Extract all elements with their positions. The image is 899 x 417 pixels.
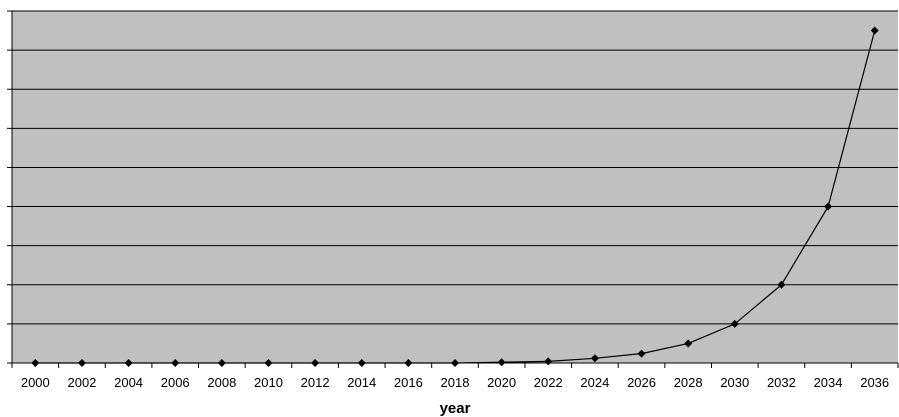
data-point-diamond [171,359,180,367]
data-point-diamond [404,359,413,367]
x-axis-tick-labels: 2000 2002 2004 2006 2008 2010 2012 2014 2016 2018… [21,375,889,390]
x-axis-ticks [11,363,899,368]
x-tick-label: 2028 [674,375,703,390]
data-point-diamond [311,359,320,367]
data-point-diamond [544,357,553,366]
x-tick-label: 2010 [254,375,283,390]
x-axis-title: year [440,400,471,417]
x-tick-label: 2034 [814,375,843,390]
data-point-diamond [684,339,693,348]
x-tick-label: 2002 [67,375,96,390]
data-point-diamond [77,359,86,367]
x-tick-label: 2022 [534,375,563,390]
data-point-diamond [637,349,646,358]
plot-area [12,11,898,363]
data-point-diamond [217,359,226,367]
x-tick-label: 2024 [580,375,609,390]
data-point-diamond [777,280,786,289]
gridlines [12,10,898,325]
data-point-diamond [124,359,133,367]
x-tick-label: 2036 [860,375,889,390]
data-point-diamond [357,359,366,367]
x-tick-label: 2006 [161,375,190,390]
x-tick-label: 2026 [627,375,656,390]
x-tick-label: 2020 [487,375,516,390]
data-point-diamond [870,26,879,35]
data-point-diamond [824,202,833,211]
x-tick-label: 2012 [301,375,330,390]
data-point-diamond [730,319,739,328]
x-tick-label: 2030 [720,375,749,390]
x-tick-label: 2008 [207,375,236,390]
data-point-diamond [497,358,506,367]
x-tick-label: 2004 [114,375,143,390]
x-tick-label: 2000 [21,375,50,390]
data-point-diamond [264,359,273,367]
data-point-markers [31,26,879,367]
data-point-diamond [590,354,599,363]
data-point-diamond [31,359,40,367]
x-tick-label: 2016 [394,375,423,390]
x-tick-label: 2018 [441,375,470,390]
x-tick-label: 2032 [767,375,796,390]
x-tick-label: 2014 [347,375,376,390]
data-point-diamond [451,359,459,367]
